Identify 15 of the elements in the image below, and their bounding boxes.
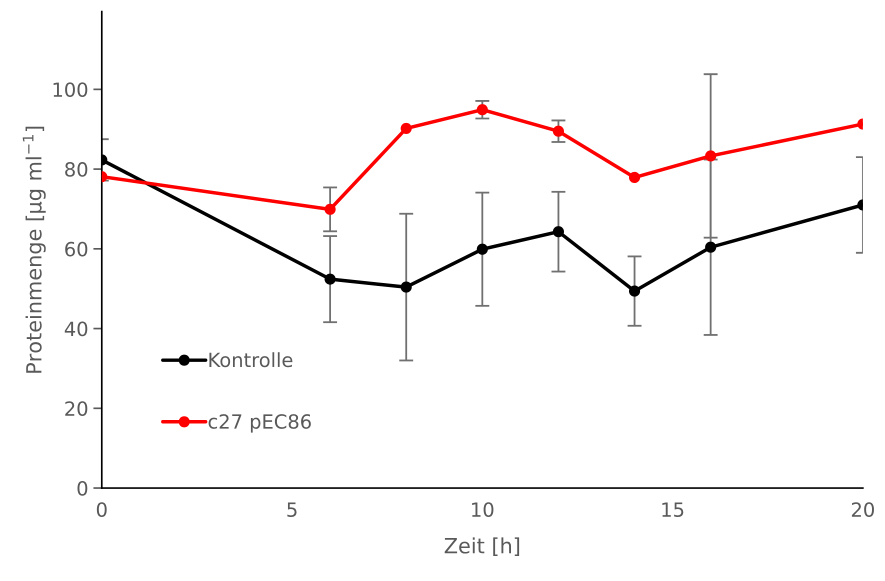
- x-tick-label: 5: [287, 502, 297, 517]
- x-tick-label: 0: [96, 502, 107, 517]
- y-tick-label: 80: [65, 162, 88, 177]
- x-axis-title: Zeit [h]: [444, 537, 520, 556]
- x-tick-label: 15: [662, 502, 684, 517]
- y-tick-label: 0: [77, 480, 88, 496]
- x-tick-label: 20: [852, 502, 874, 517]
- y-tick-label: 20: [65, 401, 88, 416]
- y-tick-label: 60: [65, 242, 88, 256]
- y-tick-label: 100: [54, 82, 88, 98]
- y-axis-title: Proteinmenge [µg ml$^{−1}$]: [22, 126, 46, 373]
- y-tick-label: 40: [64, 322, 88, 336]
- legend-label: c27 pEC86: [208, 414, 311, 433]
- x-tick-label: 10: [472, 502, 494, 517]
- legend-label: Kontrolle: [209, 352, 292, 368]
